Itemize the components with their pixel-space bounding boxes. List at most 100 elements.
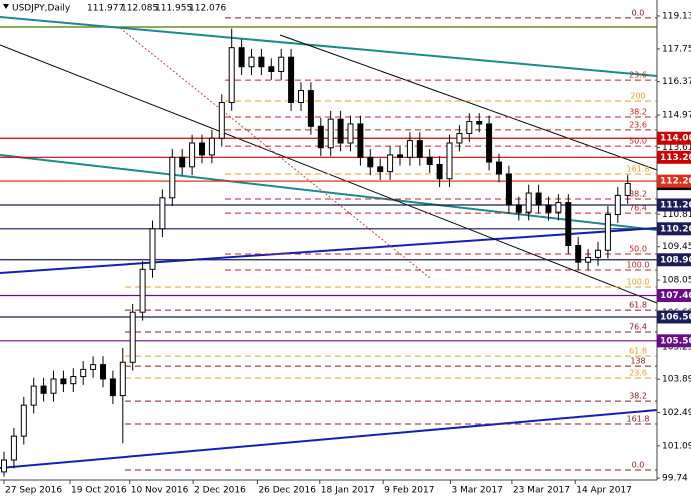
y-tick-label: 102.49 [662,408,691,418]
candle-body [278,56,285,72]
candle-body [50,378,57,394]
candle-body [466,121,473,134]
candle-body [456,132,463,144]
candle-body [258,56,265,68]
level-label: 105.50 [660,336,691,346]
x-tick-label: 27 Sep 2016 [5,486,62,496]
fib-label: 23.6 [629,71,647,80]
fib-label: 0.0 [632,460,645,469]
candle-body [80,368,87,378]
candle-body [218,101,225,139]
candle-body [119,361,126,397]
fib-label: 38.2 [629,108,647,117]
candle-body [90,364,97,370]
candle-body [70,376,77,385]
y-tick-label: 110.81 [662,210,691,220]
candle-body [179,156,186,168]
candle-body [555,202,562,213]
candle-body [585,256,592,263]
candle-body [20,404,27,437]
header: USDJPY,Daily 111.977 112.085 111.955 112… [3,4,226,14]
y-tick-label: 117.75 [662,44,691,54]
candle-body [109,378,116,397]
candle-body [406,140,413,158]
fib-label: 38.2 [629,392,647,401]
x-tick-label: 23 Mar 2017 [513,486,570,496]
level-box [657,289,691,303]
level-label: 111.20 [660,200,691,210]
candle-body [100,364,106,380]
x-tick-label: 18 Jan 2017 [321,486,375,496]
candle-body [505,173,512,206]
ohlc-value: 111.955 [155,4,192,14]
channel-line [279,34,658,171]
x-tick-label: 2 Dec 2016 [194,486,246,496]
fib-label: 200 [630,92,645,101]
candle-body [535,192,542,206]
axis: 119.13 117.75 116.37 114.97 113.61 110.81 109.… [3,11,691,496]
candle-body [169,156,176,199]
candle-body [347,123,354,144]
candle-body [614,194,621,215]
candle-body [426,156,433,165]
x-tick-label: 19 Oct 2016 [71,486,127,496]
trend-line [0,227,658,274]
fib-label: 161.8 [627,414,650,423]
y-tick-label: 116.37 [662,77,691,87]
candle-body [565,202,572,246]
candle-body [486,123,493,163]
candle-body [595,249,601,258]
x-tick-label: 3 Mar 2017 [451,486,502,496]
fib-label: 23.6 [629,368,647,377]
candle-body [189,142,196,168]
y-tick-label: 108.05 [662,276,691,286]
candle-body [60,378,67,385]
fib-label: 161.8 [627,164,650,173]
fib-label: 100.0 [627,277,650,286]
y-tick-label: 99.74 [662,474,688,484]
level-box [657,334,691,348]
candle-body [10,435,17,461]
candle-body [288,56,295,103]
candle-body [139,268,146,313]
symbol: USDJPY,Daily [12,4,71,14]
y-tick-label: 109.45 [662,242,691,252]
candle-body [436,163,443,180]
candle-body [525,192,532,213]
level-box [657,131,691,145]
y-tick-label: 101.09 [662,441,691,451]
ohlc-value: 112.076 [189,4,226,14]
y-tick-label: 103.89 [662,375,691,385]
candle-body [298,90,304,103]
candle-body [604,213,611,251]
candle-body [387,154,394,173]
candle-body [199,142,205,156]
fib-label: 50.0 [629,137,647,146]
y-tick-label: 113.61 [662,143,691,153]
fib-label: 100.0 [627,261,650,270]
candle-body [30,385,37,406]
level-label: 110.20 [660,224,691,234]
candle-body [149,228,156,270]
candle-body [317,125,324,149]
candle-body [575,244,582,263]
x-tick-label: 9 Feb 2017 [384,486,434,496]
candle-body [446,142,453,180]
candle-body [307,90,314,127]
level-label: 106.50 [660,312,691,322]
level-label: 107.40 [660,291,691,301]
fib-label: 50.0 [629,245,647,254]
ohlc-value: 112.085 [121,4,158,14]
icon [3,4,9,9]
fib-label: 23.6 [629,120,647,129]
candle-body [357,123,364,158]
fib-label: 38.2 [629,190,647,199]
candle-body [416,140,423,158]
level-box [657,198,691,212]
x-tick-label: 14 Apr 2017 [576,486,632,496]
candle-body [496,161,502,175]
level-label: 108.90 [660,255,691,265]
candle-body [248,56,255,68]
fib-label: 76.4 [629,204,647,213]
